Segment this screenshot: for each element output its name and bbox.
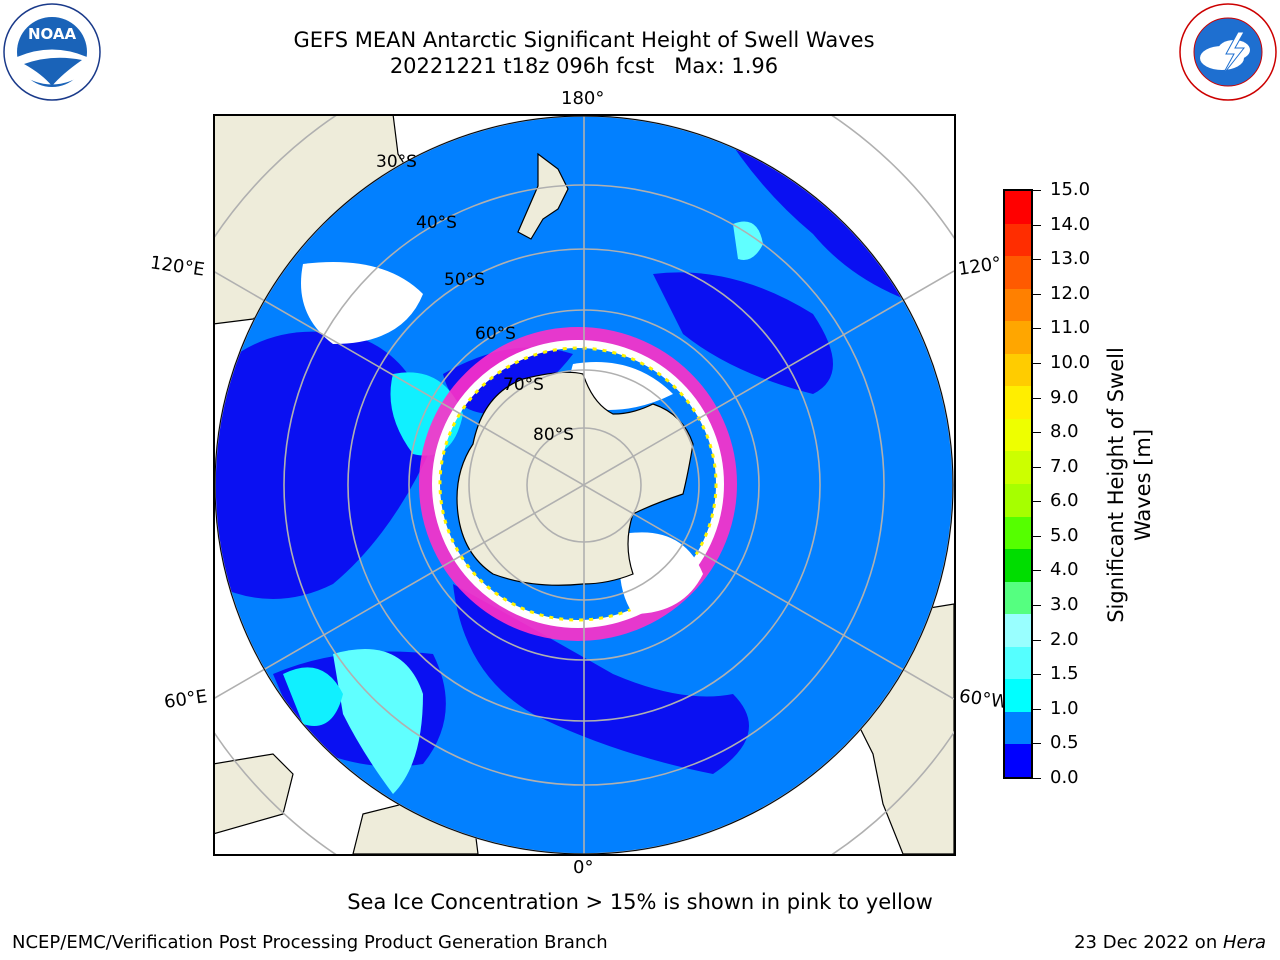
colorbar-tick-label: 9.0 [1050,386,1079,408]
colorbar-segment [1005,223,1031,257]
colorbar-tick-label: 1.5 [1050,663,1079,685]
colorbar-tick [1033,190,1041,191]
colorbar-segment [1005,614,1031,648]
lon-label-upper-right: 120° [956,253,1003,280]
colorbar-tick-label: 2.0 [1050,628,1079,650]
lon-label-lower-left: 60°E [162,686,209,713]
colorbar-segment [1005,646,1031,680]
colorbar-segment [1005,353,1031,387]
credit-date: 23 Dec 2022 on Hera [1074,932,1266,953]
colorbar-tick [1033,639,1041,641]
colorbar-tick-label: 6.0 [1050,490,1079,512]
colorbar-tick [1033,501,1041,503]
colorbar-tick-label: 8.0 [1050,421,1079,443]
colorbar-tick-label: 12.0 [1050,282,1091,304]
colorbar-segment [1005,484,1031,518]
noaa-logo-icon: NOAA [3,3,101,101]
colorbar-segment [1005,744,1031,777]
polar-map [213,114,954,854]
colorbar-tick [1033,605,1041,607]
credit-host: Hera [1222,932,1266,953]
credit-date-text: 23 Dec 2022 on [1074,932,1223,953]
colorbar-tick-label: 5.0 [1050,524,1079,546]
colorbar-segment [1005,711,1031,746]
colorbar-segment [1005,581,1031,615]
colorbar-tick [1033,397,1041,399]
colorbar-segment [1005,549,1031,583]
colorbar-tick [1033,466,1041,468]
chart-title: GEFS MEAN Antarctic Significant Height o… [293,28,875,52]
lat-label-50: 50°S [444,270,485,290]
colorbar-tick-label: 0.5 [1050,732,1079,754]
colorbar-segment [1005,418,1031,453]
colorbar-tick [1033,743,1041,745]
lat-label-40: 40°S [416,213,457,233]
lat-label-60: 60°S [475,324,516,344]
colorbar-segment [1005,386,1031,420]
colorbar-segment [1005,516,1031,550]
colorbar-tick [1033,708,1041,710]
colorbar-tick [1033,778,1041,779]
colorbar-tick-label: 4.0 [1050,559,1079,581]
colorbar [1003,189,1033,779]
colorbar-tick [1033,674,1041,676]
colorbar-segment [1005,321,1031,355]
colorbar-tick [1033,570,1041,572]
colorbar-title-line2: Waves [m] [1131,428,1155,542]
nws-logo-icon [1179,3,1277,101]
colorbar-tick [1033,362,1041,364]
credit-branch: NCEP/EMC/Verification Post Processing Pr… [12,932,608,953]
colorbar-segment [1005,191,1031,225]
colorbar-segment [1005,679,1031,713]
lon-label-upper-left: 120°E [148,252,206,281]
colorbar-tick [1033,535,1041,537]
colorbar-tick-label: 7.0 [1050,455,1079,477]
lat-label-30: 30°S [376,152,417,172]
lon-label-top: 180° [561,88,605,109]
colorbar-tick [1033,293,1041,295]
colorbar-tick-label: 10.0 [1050,351,1091,373]
colorbar-segment [1005,288,1031,322]
sea-ice-footnote: Sea Ice Concentration > 15% is shown in … [347,890,933,914]
colorbar-tick-label: 13.0 [1050,248,1091,270]
colorbar-tick-label: 14.0 [1050,213,1091,235]
colorbar-title-line1: Significant Height of Swell [1104,347,1128,623]
colorbar-tick-label: 15.0 [1050,179,1091,200]
colorbar-tick-label: 0.0 [1050,767,1079,788]
colorbar-tick [1033,259,1041,261]
map-panel[interactable] [213,114,954,854]
lat-label-70: 70°S [503,375,544,395]
colorbar-tick-label: 1.0 [1050,697,1079,719]
noaa-logo-text: NOAA [28,25,77,43]
chart-subtitle: 20221221 t18z 096h fcst Max: 1.96 [389,54,779,78]
colorbar-segment [1005,451,1031,485]
colorbar-tick [1033,224,1041,226]
colorbar-tick-label: 3.0 [1050,594,1079,616]
colorbar-tick-label: 11.0 [1050,317,1091,339]
lon-label-bottom: 0° [573,857,594,878]
colorbar-tick [1033,328,1041,330]
colorbar-tick [1033,432,1041,434]
lat-label-80: 80°S [533,425,574,445]
colorbar-title: Significant Height of Swell Waves [m] [1103,347,1157,623]
colorbar-segment [1005,256,1031,290]
